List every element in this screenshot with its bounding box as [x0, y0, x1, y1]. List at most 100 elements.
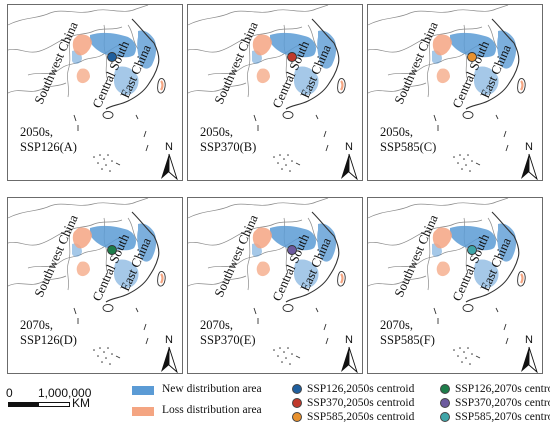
hainan-island [102, 111, 114, 119]
panel-caption: 2050s, SSP370(B) [200, 125, 256, 155]
legend: 0 1,000,000 KM New distribution area Los… [0, 380, 550, 429]
centroid-marker [467, 245, 477, 255]
centroid-marker [107, 52, 117, 62]
coastline [465, 18, 520, 110]
centroid-marker [467, 52, 477, 62]
coastline [465, 211, 520, 303]
south-china-sea-islands [253, 307, 329, 359]
centroid-marker [287, 52, 297, 62]
caption-period: 2070s, [380, 318, 413, 332]
map-panel-4: Southwest China Central South East China… [7, 197, 183, 374]
loss-distribution-area [72, 34, 92, 84]
taiwan-loss-area [520, 273, 524, 284]
svg-text:N: N [165, 334, 173, 346]
caption-scenario: SSP370(E) [200, 333, 256, 347]
loss-distribution-area [72, 227, 92, 277]
map-panel-2: Southwest China Central South East China… [187, 4, 363, 181]
panel-caption: 2070s, SSP126(D) [20, 318, 77, 348]
centroid-legend-dot-5 [440, 398, 450, 408]
scattered-islets [453, 347, 473, 365]
province-borders [368, 198, 509, 291]
coastline [285, 18, 340, 110]
scale-bar [8, 402, 70, 407]
north-arrow-icon: N [521, 141, 538, 180]
south-china-sea-islands [73, 114, 149, 166]
scattered-islets [453, 154, 473, 172]
map-panel-3: Southwest China Central South East China… [367, 4, 543, 181]
province-borders [188, 198, 329, 291]
coastline [105, 18, 160, 110]
centroid-legend-dot-1 [292, 384, 302, 394]
north-arrow-icon: N [341, 334, 358, 373]
centroid-legend-label-2: SSP370,2050s centroid [307, 397, 415, 409]
new-area-label: New distribution area [162, 383, 262, 395]
scale-unit: KM [72, 396, 90, 410]
south-china-sea-islands [253, 114, 329, 166]
loss-distribution-area [432, 34, 452, 84]
hainan-island [282, 304, 294, 312]
caption-scenario: SSP126(A) [20, 140, 77, 154]
centroid-legend-dot-3 [292, 412, 302, 422]
panel-caption: 2070s, SSP585(F) [380, 318, 435, 348]
panel-caption: 2050s, SSP585(C) [380, 125, 436, 155]
loss-distribution-area [252, 227, 272, 277]
taiwan-loss-area [520, 80, 524, 91]
centroid-legend-label-5: SSP370,2070s centroid [455, 397, 550, 409]
scattered-islets [273, 154, 293, 172]
centroid-legend-label-4: SSP126,2070s centroid [455, 383, 550, 395]
taiwan-loss-area [340, 273, 344, 284]
china-map: Southwest China Central South East China… [368, 5, 538, 180]
north-arrow-icon: N [161, 334, 178, 373]
caption-period: 2050s, [200, 125, 233, 139]
centroid-legend-dot-2 [292, 398, 302, 408]
svg-text:N: N [525, 334, 533, 346]
hainan-island [462, 304, 474, 312]
map-panel-5: Southwest China Central South East China… [187, 197, 363, 374]
caption-period: 2070s, [200, 318, 233, 332]
coastline [285, 211, 340, 303]
panel-caption: 2070s, SSP370(E) [200, 318, 256, 348]
svg-text:N: N [345, 141, 353, 153]
svg-text:N: N [165, 141, 173, 153]
hainan-island [102, 304, 114, 312]
caption-period: 2070s, [20, 318, 53, 332]
hainan-island [282, 111, 294, 119]
new-distribution-area [72, 223, 157, 288]
new-distribution-area [252, 30, 337, 95]
taiwan-loss-area [160, 80, 164, 91]
svg-text:N: N [525, 141, 533, 153]
loss-distribution-area [432, 227, 452, 277]
scattered-islets [93, 347, 113, 365]
hainan-island [462, 111, 474, 119]
centroid-legend-label-3: SSP585,2050s centroid [307, 411, 415, 423]
map-panel-1: Southwest China Central South East China… [7, 4, 183, 181]
province-borders [8, 5, 149, 98]
caption-scenario: SSP126(D) [20, 333, 77, 347]
caption-scenario: SSP585(F) [380, 333, 435, 347]
scattered-islets [273, 347, 293, 365]
taiwan-loss-area [160, 273, 164, 284]
china-map: Southwest China Central South East China… [8, 5, 178, 180]
south-china-sea-islands [433, 114, 509, 166]
china-map: Southwest China Central South East China… [8, 198, 178, 373]
caption-period: 2050s, [380, 125, 413, 139]
new-area-swatch [132, 386, 154, 395]
centroid-marker [287, 245, 297, 255]
new-distribution-area [72, 30, 157, 95]
loss-area-swatch [132, 407, 154, 416]
south-china-sea-islands [433, 307, 509, 359]
china-map: Southwest China Central South East China… [368, 198, 538, 373]
scale-zero: 0 [6, 386, 13, 400]
north-arrow-icon: N [161, 141, 178, 180]
china-map: Southwest China Central South East China… [188, 5, 358, 180]
taiwan-loss-area [340, 80, 344, 91]
scattered-islets [93, 154, 113, 172]
map-panel-6: Southwest China Central South East China… [367, 197, 543, 374]
centroid-legend-dot-4 [440, 384, 450, 394]
panel-caption: 2050s, SSP126(A) [20, 125, 77, 155]
coastline [105, 211, 160, 303]
loss-distribution-area [252, 34, 272, 84]
svg-text:N: N [345, 334, 353, 346]
south-china-sea-islands [73, 307, 149, 359]
scale-value: 1,000,000 [38, 386, 92, 400]
